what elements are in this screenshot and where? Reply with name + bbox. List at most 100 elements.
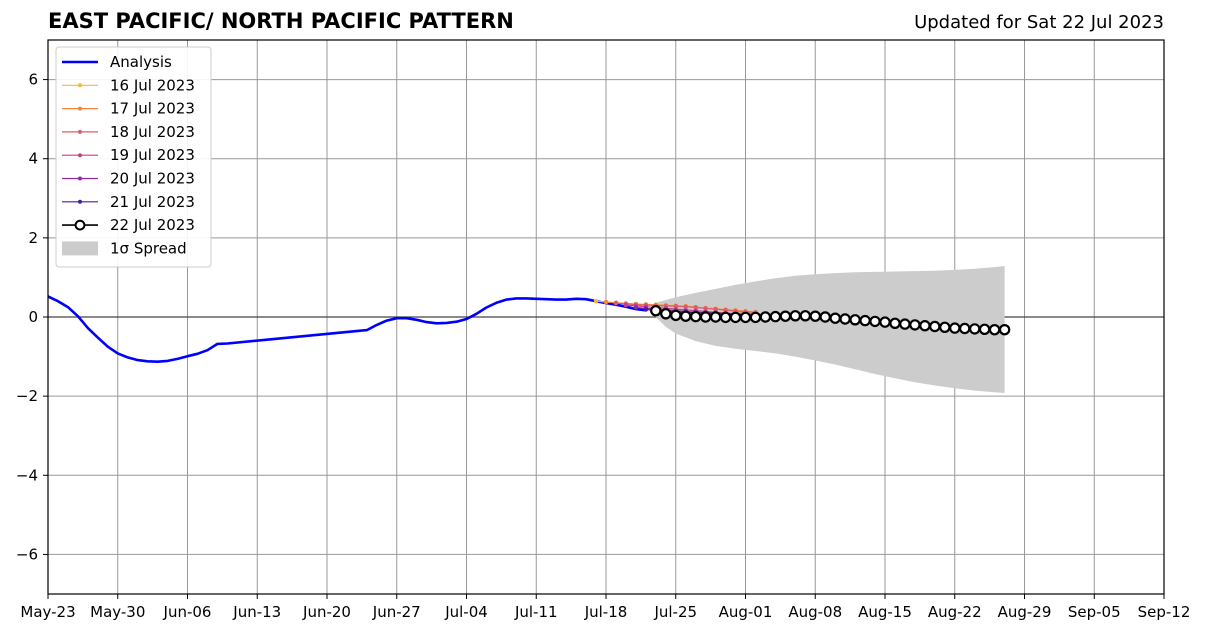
legend-label: 17 Jul 2023 bbox=[110, 100, 195, 118]
forecast-point bbox=[769, 310, 782, 323]
legend-item: 18 Jul 2023 bbox=[62, 123, 195, 141]
legend-label: 19 Jul 2023 bbox=[110, 146, 195, 164]
forecast-point bbox=[859, 314, 871, 327]
legend-label: 1σ Spread bbox=[110, 239, 187, 257]
forecast-point bbox=[939, 321, 951, 333]
forecast-point bbox=[690, 310, 702, 323]
forecast-point bbox=[849, 314, 861, 326]
x-tick-label: Jul-04 bbox=[444, 603, 488, 621]
chart-title: EAST PACIFIC/ NORTH PACIFIC PATTERN bbox=[48, 9, 514, 33]
forecast-point bbox=[603, 299, 609, 305]
forecast-point bbox=[899, 318, 911, 330]
analysis-series bbox=[47, 295, 647, 364]
forecast-point bbox=[680, 310, 692, 322]
forecast-point bbox=[650, 305, 662, 317]
x-tick-label: May-30 bbox=[90, 603, 145, 621]
forecast-point bbox=[889, 317, 901, 329]
forecast-point bbox=[809, 310, 822, 322]
forecast-point bbox=[998, 324, 1011, 336]
x-tick-label: Sep-05 bbox=[1068, 603, 1121, 621]
forecast-point bbox=[829, 312, 841, 324]
forecast-series bbox=[593, 298, 1011, 336]
forecast-point bbox=[643, 307, 649, 312]
forecast-point bbox=[869, 315, 881, 328]
forecast-point bbox=[779, 310, 792, 322]
legend-item: Analysis bbox=[62, 53, 172, 71]
forecast-point bbox=[699, 311, 712, 323]
forecast-point bbox=[719, 311, 732, 324]
spread-band-area bbox=[655, 266, 1005, 393]
x-tick-label: Jul-11 bbox=[514, 603, 558, 621]
x-tick-label: Sep-12 bbox=[1138, 603, 1191, 621]
legend-marker bbox=[78, 106, 82, 111]
forecast-point bbox=[929, 320, 941, 333]
x-tick-label: Jul-18 bbox=[584, 603, 628, 621]
legend-item: 17 Jul 2023 bbox=[62, 100, 195, 118]
analysis-line bbox=[47, 295, 647, 364]
forecast-point bbox=[969, 323, 981, 335]
x-tick-label: May-23 bbox=[20, 603, 75, 621]
legend-label: 16 Jul 2023 bbox=[110, 76, 195, 94]
forecast-point bbox=[959, 322, 971, 335]
forecast-point bbox=[789, 310, 802, 322]
legend-label: 22 Jul 2023 bbox=[110, 216, 195, 234]
x-tick-label: Aug-29 bbox=[998, 603, 1052, 621]
forecast-point bbox=[660, 308, 672, 320]
y-tick-label: 2 bbox=[28, 229, 38, 247]
forecast-point bbox=[749, 311, 762, 324]
forecast-point bbox=[919, 320, 931, 332]
forecast-point bbox=[593, 298, 599, 304]
x-tick-label: Aug-01 bbox=[719, 603, 773, 621]
x-tick-label: Jul-25 bbox=[653, 603, 697, 621]
x-tick-label: Aug-15 bbox=[858, 603, 912, 621]
x-tick-label: Jun-27 bbox=[372, 603, 421, 621]
x-axis: May-23 May-30 Jun-06 Jun-13 Jun-20 Jun-27 Jul-… bbox=[20, 594, 1190, 621]
forecast-point bbox=[909, 319, 921, 331]
forecast-point bbox=[949, 322, 961, 334]
forecast-point bbox=[670, 309, 682, 322]
legend-item: 1σ Spread bbox=[62, 239, 187, 257]
forecast-series-22-jul-2023 bbox=[650, 305, 1011, 336]
chart-subtitle: Updated for Sat 22 Jul 2023 bbox=[914, 12, 1164, 33]
spread-band bbox=[655, 266, 1005, 393]
forecast-point bbox=[729, 311, 742, 324]
y-tick-label: −2 bbox=[16, 387, 38, 405]
legend-marker bbox=[78, 129, 82, 134]
legend-label: 21 Jul 2023 bbox=[110, 193, 195, 211]
legend-marker bbox=[78, 176, 82, 181]
forecast-point bbox=[978, 323, 991, 335]
legend-label: Analysis bbox=[110, 53, 172, 71]
legend-marker bbox=[74, 219, 86, 231]
y-tick-label: 6 bbox=[28, 71, 38, 89]
legend-box bbox=[55, 46, 212, 268]
y-axis: −6 −4 −2 0 2 4 6 bbox=[16, 71, 48, 563]
forecast-point bbox=[839, 313, 851, 325]
legend-item: 21 Jul 2023 bbox=[62, 193, 195, 211]
legend-item: 16 Jul 2023 bbox=[62, 76, 195, 94]
legend-label: 20 Jul 2023 bbox=[110, 170, 195, 188]
legend-item: 20 Jul 2023 bbox=[62, 170, 195, 188]
x-tick-label: Jun-20 bbox=[302, 603, 351, 621]
forecast-point bbox=[613, 300, 619, 306]
forecast-point bbox=[799, 310, 812, 322]
forecast-point bbox=[739, 311, 752, 324]
legend-item: 19 Jul 2023 bbox=[62, 146, 195, 164]
forecast-point bbox=[819, 311, 831, 323]
y-tick-label: 4 bbox=[28, 150, 38, 168]
legend-item: 22 Jul 2023 bbox=[62, 216, 195, 234]
forecast-point bbox=[759, 311, 772, 323]
legend-marker bbox=[78, 199, 82, 204]
y-tick-label: 0 bbox=[28, 308, 38, 326]
legend-swatch bbox=[62, 241, 98, 256]
forecast-point bbox=[709, 311, 722, 323]
x-tick-label: Jun-13 bbox=[232, 603, 281, 621]
legend: Analysis 16 Jul 2023 17 Jul 2023 18 Jul 202… bbox=[55, 46, 212, 268]
forecast-point bbox=[623, 302, 629, 308]
legend-marker bbox=[78, 153, 82, 158]
x-tick-label: Aug-22 bbox=[928, 603, 982, 621]
x-tick-label: Jun-06 bbox=[163, 603, 212, 621]
y-tick-label: −4 bbox=[16, 466, 38, 484]
forecast-point bbox=[633, 305, 639, 310]
forecast-point bbox=[879, 316, 891, 328]
